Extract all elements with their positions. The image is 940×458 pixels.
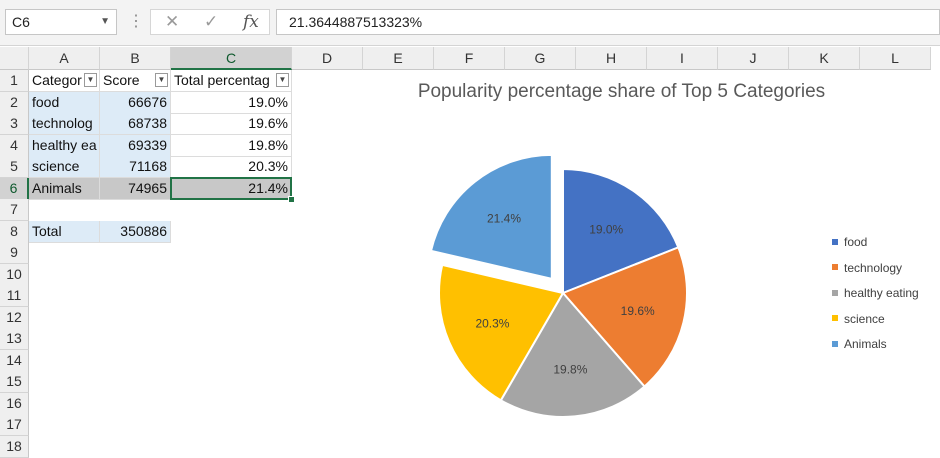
percentage-cell[interactable]: 19.0%	[171, 91, 292, 114]
legend-swatch	[832, 238, 838, 245]
filter-dropdown-icon[interactable]: ▼	[276, 73, 289, 87]
select-all-corner[interactable]	[0, 47, 29, 70]
legend-swatch	[832, 289, 838, 296]
percentage-cell[interactable]: 19.6%	[171, 113, 292, 135]
enter-icon[interactable]: ✓	[204, 12, 219, 31]
row-header-10[interactable]: 10	[0, 263, 29, 286]
legend-swatch	[832, 340, 838, 347]
row-header-15[interactable]: 15	[0, 371, 29, 393]
column-header-l[interactable]: L	[860, 47, 931, 70]
column-header-b[interactable]: B	[100, 47, 171, 70]
legend-label: Animals	[844, 337, 887, 351]
table-header-label: Total percentag	[174, 72, 270, 88]
legend-entry[interactable]: food	[832, 235, 867, 249]
table-header-score[interactable]: Score ▼	[100, 70, 171, 92]
column-header-i[interactable]: I	[647, 47, 718, 70]
category-cell[interactable]: Animals	[29, 177, 100, 200]
fill-handle[interactable]	[288, 196, 295, 203]
pie-slice-technology[interactable]	[561, 246, 688, 388]
total-value-cell[interactable]: 350886	[100, 220, 171, 243]
legend-entry[interactable]: science	[832, 312, 885, 326]
name-box[interactable]: C6 ▼	[5, 9, 117, 35]
score-cell[interactable]: 66676	[100, 91, 171, 114]
legend-label: healthy eating	[844, 286, 919, 300]
score-cell[interactable]: 74965	[100, 177, 171, 200]
filter-dropdown-icon[interactable]: ▼	[84, 73, 97, 87]
column-header-j[interactable]: J	[718, 47, 789, 70]
data-label[interactable]: 19.6%	[621, 304, 655, 318]
column-header-c[interactable]: C	[171, 47, 292, 70]
row-header-11[interactable]: 11	[0, 285, 29, 307]
pie-slice-science[interactable]	[438, 263, 565, 402]
filter-dropdown-icon[interactable]: ▼	[155, 73, 168, 87]
score-cell[interactable]: 69339	[100, 134, 171, 157]
data-label[interactable]: 19.0%	[589, 222, 623, 236]
legend-entry[interactable]: technology	[832, 261, 902, 275]
pie-slice-food[interactable]	[562, 167, 680, 295]
total-label-cell[interactable]: Total	[29, 220, 100, 243]
legend-label: science	[844, 311, 885, 326]
legend-entry[interactable]: healthy eating	[832, 286, 919, 300]
legend-label: technology	[844, 260, 903, 275]
insert-function-icon[interactable]: fx	[243, 12, 259, 32]
score-cell[interactable]: 68738	[100, 113, 171, 135]
legend-entry[interactable]: Animals	[832, 337, 887, 351]
name-box-value: C6	[12, 14, 30, 30]
grip-icon[interactable]: ⋮	[128, 13, 144, 30]
column-header-g[interactable]: G	[505, 47, 576, 70]
chevron-down-icon[interactable]: ▼	[100, 16, 110, 27]
row-header-16[interactable]: 16	[0, 392, 29, 415]
column-header-e[interactable]: E	[363, 47, 434, 70]
column-header-a[interactable]: A	[29, 47, 100, 70]
pie-slice-animals[interactable]	[429, 153, 553, 281]
column-header-f[interactable]: F	[434, 47, 505, 70]
percentage-cell[interactable]: 21.4%	[171, 177, 292, 200]
legend-swatch	[832, 315, 838, 322]
data-label[interactable]: 21.4%	[487, 212, 521, 226]
formula-buttons: ✕ ✓ fx	[150, 9, 270, 35]
column-header-d[interactable]: D	[292, 47, 363, 70]
category-cell[interactable]: technolog	[29, 113, 100, 135]
legend-swatch	[832, 264, 838, 271]
row-header-12[interactable]: 12	[0, 306, 29, 329]
legend-label: food	[844, 235, 868, 249]
chart-title[interactable]: Popularity percentage share of Top 5 Cat…	[417, 81, 826, 102]
pie-slice-healthy-eating[interactable]	[499, 291, 646, 418]
cancel-icon[interactable]: ✕	[165, 12, 180, 31]
column-header-k[interactable]: K	[789, 47, 860, 70]
table-header-label: Score	[103, 72, 140, 88]
data-label[interactable]: 19.8%	[553, 363, 587, 377]
data-label[interactable]: 20.3%	[475, 317, 509, 331]
table-header-label: Categor	[32, 72, 82, 88]
formula-bar: C6 ▼ ⋮ ✕ ✓ fx 21.3644887513323%	[0, 0, 940, 46]
column-header-h[interactable]: H	[576, 47, 647, 70]
formula-input[interactable]: 21.3644887513323%	[276, 9, 940, 35]
percentage-cell[interactable]: 19.8%	[171, 134, 292, 157]
table-header-pct[interactable]: Total percentag ▼	[171, 70, 292, 92]
